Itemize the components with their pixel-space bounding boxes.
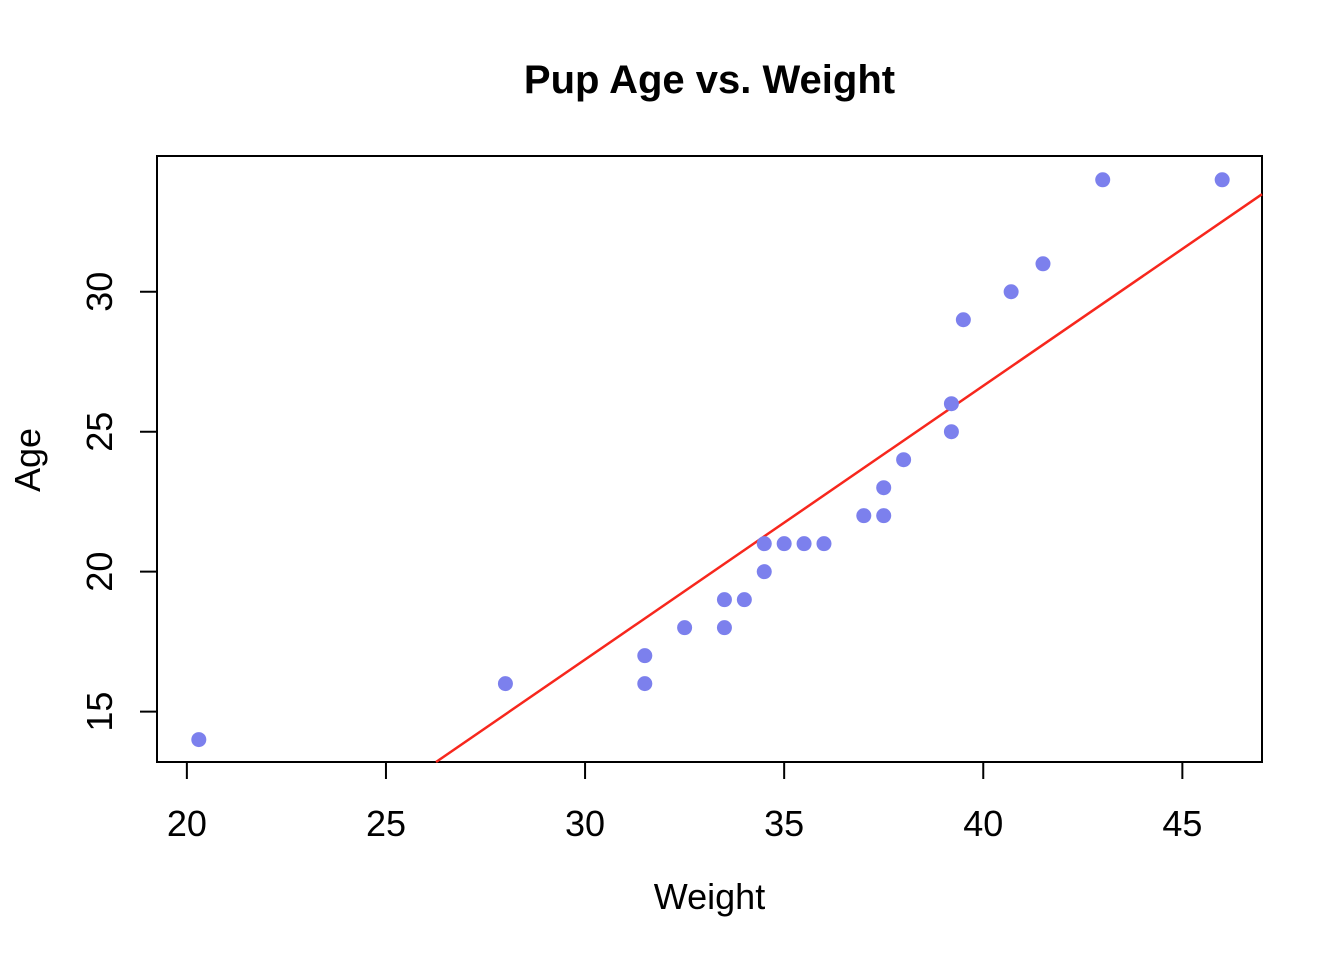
- chart-title: Pup Age vs. Weight: [523, 58, 896, 102]
- data-point: [756, 564, 772, 580]
- data-point: [955, 312, 971, 328]
- data-point: [776, 536, 792, 552]
- data-point: [716, 620, 732, 636]
- data-point: [637, 676, 653, 692]
- data-point: [736, 592, 752, 608]
- data-point: [896, 452, 912, 468]
- data-point: [943, 424, 959, 440]
- y-tick-label: 15: [79, 692, 120, 732]
- data-point: [816, 536, 832, 552]
- data-point: [1214, 172, 1230, 188]
- y-axis-label: Age: [7, 427, 48, 493]
- data-point: [1035, 256, 1051, 272]
- data-point: [943, 396, 959, 412]
- data-point: [856, 508, 872, 524]
- fit-line: [435, 193, 1263, 764]
- data-point: [677, 620, 693, 636]
- plot-box: [156, 155, 1263, 763]
- y-tick-label: 30: [79, 272, 120, 312]
- data-point: [716, 592, 732, 608]
- x-tick-label: 45: [1162, 803, 1202, 844]
- data-point: [876, 480, 892, 496]
- x-tick-label: 20: [167, 803, 207, 844]
- y-tick-label: 25: [79, 412, 120, 452]
- x-axis-label: Weight: [653, 876, 766, 917]
- data-point: [796, 536, 812, 552]
- data-point: [637, 648, 653, 664]
- data-point: [497, 676, 513, 692]
- data-point: [1003, 284, 1019, 300]
- data-point: [756, 536, 772, 552]
- data-point: [876, 508, 892, 524]
- x-tick-label: 40: [963, 803, 1003, 844]
- x-tick-label: 35: [764, 803, 804, 844]
- x-tick-label: 30: [565, 803, 605, 844]
- data-point: [1095, 172, 1111, 188]
- y-tick-label: 20: [79, 552, 120, 592]
- data-point: [191, 732, 207, 748]
- x-tick-label: 25: [366, 803, 406, 844]
